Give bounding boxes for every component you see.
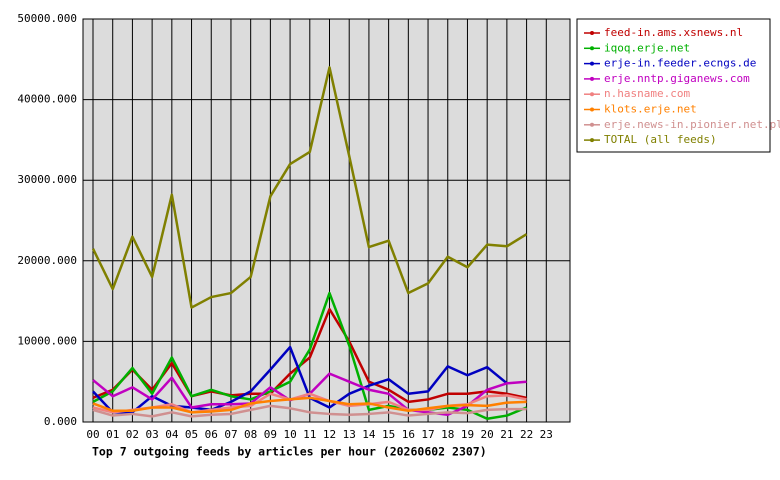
y-tick-label: 20000.000 xyxy=(17,254,77,267)
legend-label: feed-in.ams.xsnews.nl xyxy=(604,26,743,39)
x-tick-label: 06 xyxy=(205,428,218,441)
x-tick-label: 14 xyxy=(362,428,376,441)
series-line xyxy=(91,66,528,309)
legend-label: n.hasname.com xyxy=(604,87,690,100)
legend-label: erje.news-in.pionier.net.pl xyxy=(604,118,780,131)
plot-area xyxy=(82,18,571,423)
x-tick-label: 07 xyxy=(224,428,237,441)
legend-marker xyxy=(590,46,594,51)
series-line xyxy=(92,345,508,414)
x-tick-label: 16 xyxy=(402,428,415,441)
chart-title: Top 7 outgoing feeds by articles per hou… xyxy=(92,445,487,459)
legend-box xyxy=(576,18,771,153)
x-tick-label: 13 xyxy=(343,428,356,441)
x-tick-label: 18 xyxy=(441,428,454,441)
y-tick-label: 10000.000 xyxy=(17,334,77,347)
x-tick-label: 20 xyxy=(481,428,494,441)
y-tick-label: 40000.000 xyxy=(17,93,77,106)
x-tick-label: 11 xyxy=(303,428,316,441)
legend-marker xyxy=(590,61,594,66)
x-tick-label: 10 xyxy=(283,428,296,441)
legend-marker xyxy=(590,138,594,143)
x-tick-label: 17 xyxy=(421,428,434,441)
legend-marker xyxy=(590,107,594,112)
x-tick-label: 19 xyxy=(461,428,474,441)
legend-label: erje.nntp.giganews.com xyxy=(604,72,750,85)
x-tick-label: 22 xyxy=(520,428,533,441)
x-tick-label: 03 xyxy=(146,428,159,441)
series-line xyxy=(92,396,527,414)
legend-marker xyxy=(590,122,594,127)
series-line xyxy=(92,404,527,418)
x-tick-label: 01 xyxy=(106,428,119,441)
x-tick-label: 23 xyxy=(540,428,553,441)
x-tick-label: 05 xyxy=(185,428,198,441)
x-tick-label: 00 xyxy=(86,428,99,441)
legend-label: erje-in.feeder.ecngs.de xyxy=(604,57,756,70)
x-tick-label: 12 xyxy=(323,428,336,441)
x-tick-label: 08 xyxy=(244,428,257,441)
y-tick-label: 50000.000 xyxy=(17,12,77,25)
legend-label: klots.erje.net xyxy=(604,103,697,116)
x-tick-label: 04 xyxy=(165,428,179,441)
y-tick-label: 0.000 xyxy=(44,415,77,428)
x-tick-label: 09 xyxy=(264,428,277,441)
x-tick-label: 21 xyxy=(500,428,513,441)
legend-marker xyxy=(590,76,594,81)
x-tick-label: 02 xyxy=(126,428,139,441)
y-tick-label: 30000.000 xyxy=(17,173,77,186)
legend-label: TOTAL (all feeds) xyxy=(604,133,717,146)
legend-marker xyxy=(590,31,594,35)
legend-marker xyxy=(590,92,594,97)
x-tick-label: 15 xyxy=(382,428,395,441)
series-line xyxy=(92,291,528,421)
legend-label: iqoq.erje.net xyxy=(604,41,690,54)
